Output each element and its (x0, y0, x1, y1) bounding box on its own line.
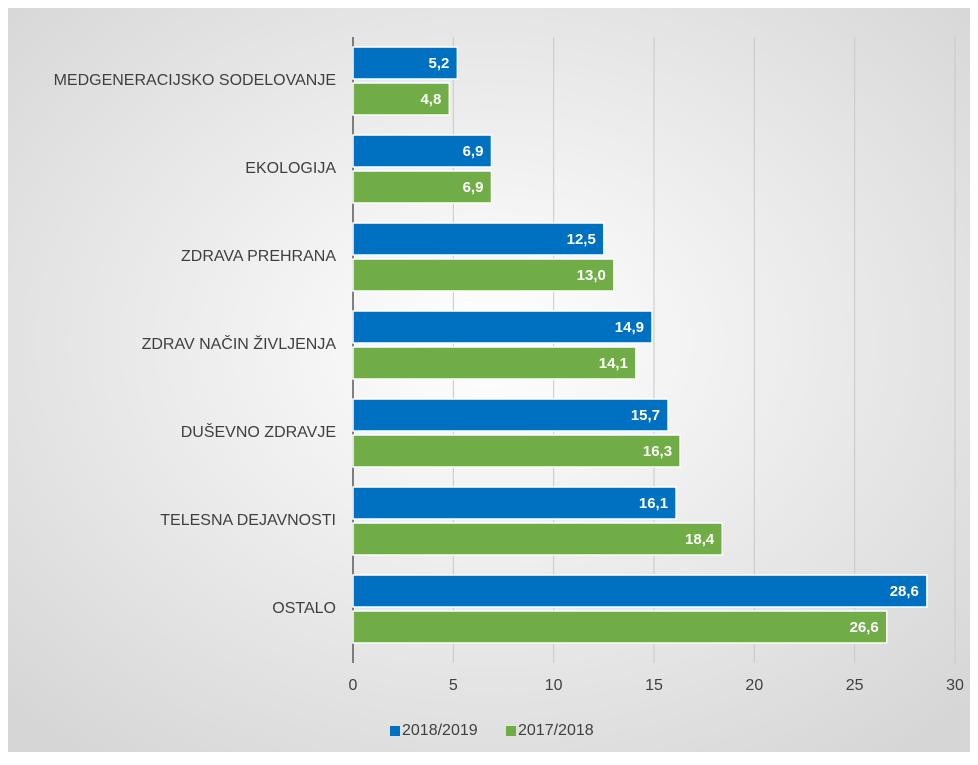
bar (352, 434, 681, 468)
legend-label: 2017/2018 (518, 722, 594, 739)
x-tick-label: 20 (745, 677, 763, 694)
value-label: 6,9 (463, 143, 484, 160)
y-tick-label: MEDGENERACIJSKO SODELOVANJE (54, 72, 336, 89)
bar (352, 46, 459, 80)
value-label: 16,3 (643, 443, 672, 460)
bar (352, 610, 888, 644)
bar (352, 398, 669, 432)
legend-swatch (506, 726, 516, 736)
y-tick-label: OSTALO (272, 600, 336, 617)
value-label: 6,9 (463, 179, 484, 196)
x-tick-label: 15 (645, 677, 663, 694)
value-label: 15,7 (631, 407, 660, 424)
bar (352, 82, 451, 116)
value-label: 13,0 (577, 267, 606, 284)
value-label: 18,4 (685, 531, 715, 548)
value-label: 16,1 (639, 495, 668, 512)
y-tick-label: DUŠEVNO ZDRAVJE (181, 422, 336, 441)
y-tick-label: ZDRAV NAČIN ŽIVLJENJA (142, 334, 337, 353)
bar (352, 486, 677, 520)
value-label: 5,2 (428, 55, 449, 72)
bar (352, 346, 637, 380)
x-tick-label: 25 (846, 677, 864, 694)
x-tick-label: 0 (349, 677, 358, 694)
value-label: 28,6 (890, 583, 919, 600)
value-label: 14,1 (599, 355, 628, 372)
y-tick-label: TELESNA DEJAVNOSTI (160, 512, 336, 529)
bar (352, 522, 723, 556)
legend-label: 2018/2019 (402, 722, 478, 739)
x-tick-label: 5 (449, 677, 458, 694)
bar (352, 258, 615, 292)
x-tick-label: 30 (946, 677, 964, 694)
legend-swatch (390, 726, 400, 736)
bar (352, 310, 653, 344)
value-label: 14,9 (615, 319, 644, 336)
value-label: 4,8 (420, 91, 441, 108)
bar (352, 170, 493, 204)
x-tick-label: 10 (545, 677, 563, 694)
value-label: 12,5 (567, 231, 596, 248)
bar (352, 222, 605, 256)
y-tick-label: EKOLOGIJA (245, 160, 336, 177)
bar (352, 134, 493, 168)
y-tick-label: ZDRAVA PREHRANA (181, 248, 336, 265)
value-label: 26,6 (850, 619, 879, 636)
bar (352, 574, 928, 608)
